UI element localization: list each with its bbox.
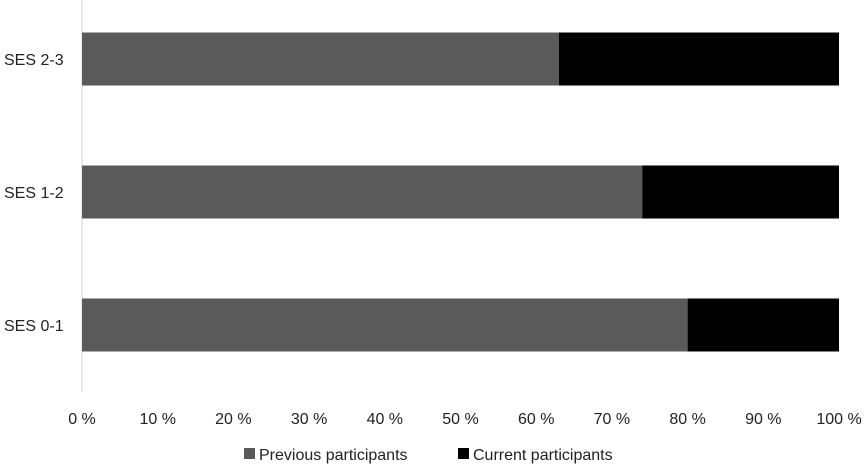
bar-current-2 [687, 298, 839, 352]
x-tick-label: 70 % [594, 411, 630, 428]
x-tick-label: 0 % [68, 411, 96, 428]
legend-label-current: Current participants [473, 447, 613, 464]
bar-previous-1 [82, 165, 643, 219]
legend-swatch-current [458, 448, 469, 459]
x-tick-label: 30 % [291, 411, 327, 428]
legend-label-previous: Previous participants [259, 447, 408, 464]
category-label: SES 2-3 [4, 52, 64, 69]
bars-group [82, 32, 839, 352]
x-tick-label: 60 % [518, 411, 554, 428]
bar-previous-0 [82, 32, 559, 86]
bar-current-1 [642, 165, 839, 219]
category-label: SES 1-2 [4, 185, 64, 202]
x-tick-label: 50 % [442, 411, 478, 428]
bar-previous-2 [82, 298, 688, 352]
bar-current-0 [558, 32, 839, 86]
x-tick-label: 90 % [745, 411, 781, 428]
category-labels: SES 2-3 SES 1-2 SES 0-1 [4, 52, 64, 335]
legend: Previous participants Current participant… [244, 447, 613, 464]
x-tick-label: 20 % [215, 411, 251, 428]
x-tick-label: 40 % [367, 411, 403, 428]
x-tick-label: 10 % [139, 411, 175, 428]
x-tick-label: 80 % [669, 411, 705, 428]
legend-swatch-previous [244, 448, 255, 459]
category-label: SES 0-1 [4, 318, 64, 335]
x-tick-labels: 0 % 10 % 20 % 30 % 40 % 50 % 60 % 70 % 80 % 90 % 1… [68, 411, 861, 428]
x-tick-label: 100 % [816, 411, 861, 428]
